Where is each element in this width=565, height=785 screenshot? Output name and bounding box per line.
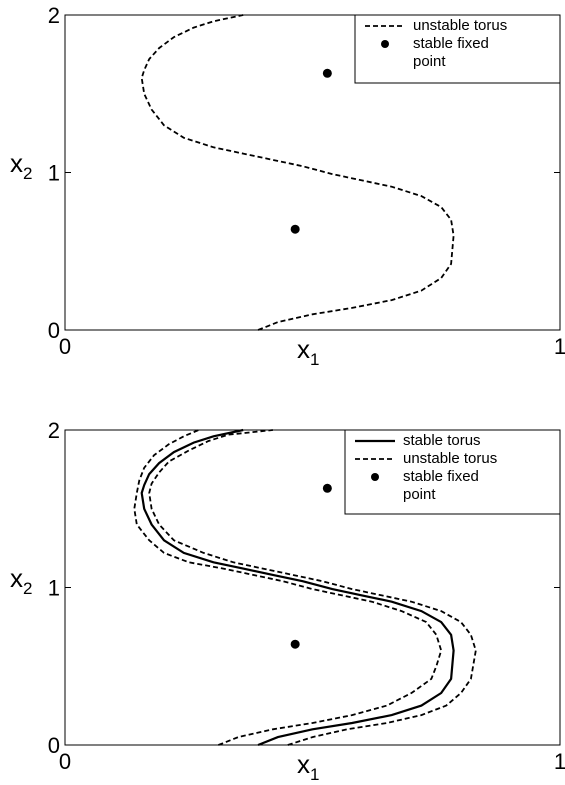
y-tick-label: 1 (48, 161, 60, 186)
legend-box (344, 429, 561, 515)
legend-marker-dot (381, 40, 389, 48)
series-line-unstable-torus (148, 429, 477, 746)
y-tick-label: 2 (48, 418, 60, 443)
x-tick-label: 0 (59, 334, 71, 359)
series-line-stable-torus (140, 428, 455, 747)
y-tick-label: 0 (48, 733, 60, 758)
legend-label: unstable torus (413, 17, 507, 34)
y-tick-label: 2 (48, 3, 60, 28)
fixed-point-marker (290, 224, 300, 234)
series-group (140, 14, 455, 331)
fixed-point-marker (322, 68, 332, 78)
legend-label: stable fixed (403, 468, 479, 485)
legend-label: stable fixed (413, 35, 489, 52)
legend-label: point (403, 486, 436, 503)
y-axis-label: x2 (10, 563, 32, 598)
tick-group: 0 1 2 0 1 (48, 418, 565, 774)
series-group (133, 428, 477, 747)
fixed-point-marker (290, 639, 300, 649)
legend-label: unstable torus (403, 450, 497, 467)
x-tick-label: 1 (554, 749, 565, 774)
x-tick-label: 1 (554, 334, 565, 359)
series-line-unstable-torus (133, 429, 443, 746)
legend-marker-dot (371, 473, 379, 481)
points-group (290, 483, 332, 649)
x-axis-label: x1 (297, 749, 319, 784)
fixed-point-marker (322, 483, 332, 493)
y-tick-label: 1 (48, 576, 60, 601)
points-group (290, 68, 332, 234)
x-tick-label: 0 (59, 749, 71, 774)
series-line-unstable-torus (140, 14, 455, 331)
y-tick-label: 0 (48, 318, 60, 343)
legend-label: point (413, 53, 446, 70)
y-axis-label: x2 (10, 148, 32, 183)
x-axis-label: x1 (297, 334, 319, 369)
legend-label: stable torus (403, 432, 481, 449)
